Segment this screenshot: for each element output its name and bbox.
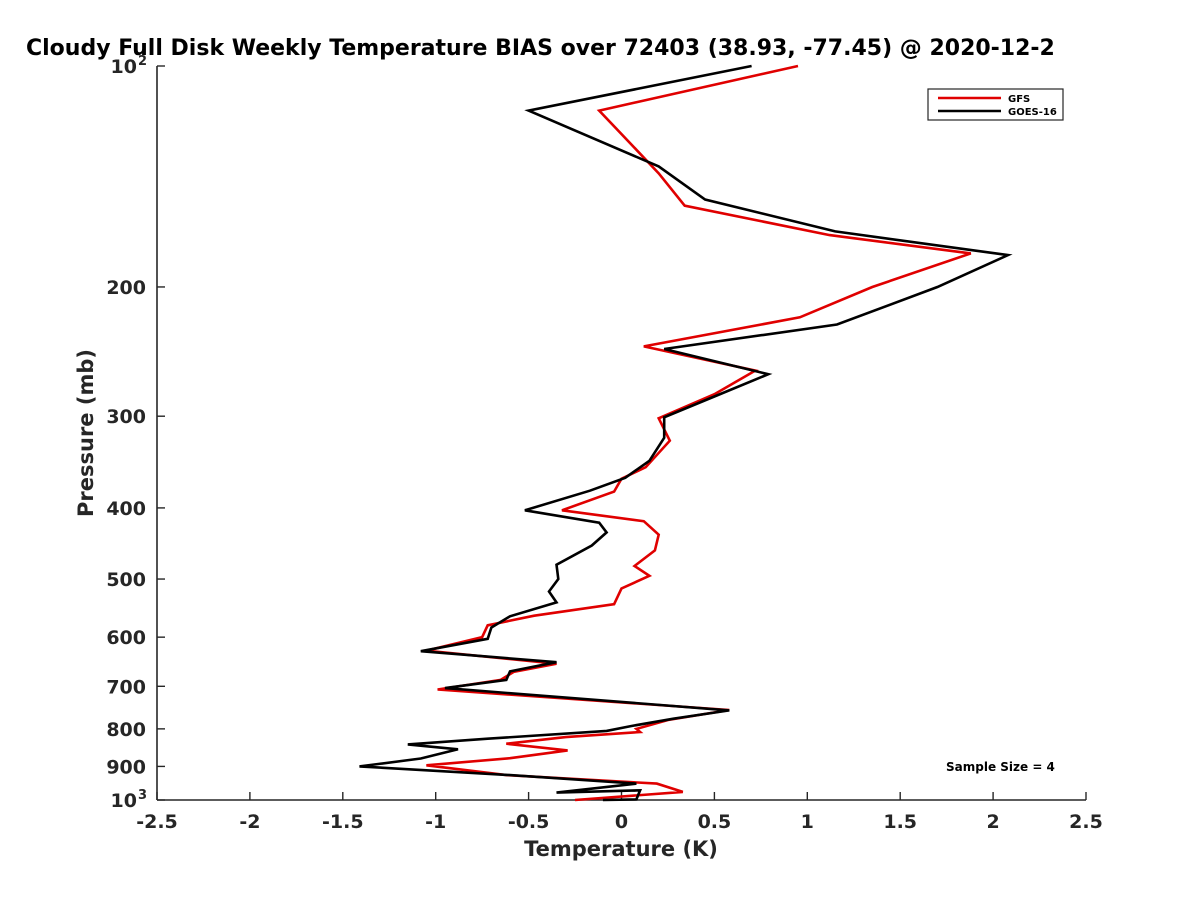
y-tick-label: 700 [106,676,146,698]
sample-size-annotation: Sample Size = 4 [946,760,1055,774]
x-tick-label: -0.5 [508,811,550,833]
y-tick-label: 400 [106,498,146,520]
x-tick-label: -2.5 [136,811,178,833]
x-tick-label: -1.5 [322,811,364,833]
x-tick-label: 1 [801,811,814,833]
series-lines [359,64,1013,802]
y-tick-label: 10 [111,790,137,812]
y-tick-label: 300 [106,406,146,428]
x-tick-label: 0 [615,811,628,833]
y-tick-exponent: 2 [138,54,147,69]
legend-box [927,88,1064,121]
legend-label: GOES-16 [1008,107,1057,118]
x-axis-label: Temperature (K) [524,837,718,861]
y-tick-label: 10 [111,56,137,78]
y-tick-label: 900 [106,756,146,778]
y-tick-label: 600 [106,627,146,649]
x-tick-label: -2 [239,811,260,833]
y-tick-exponent: 3 [138,788,147,803]
legend: GFS GOES-16 [927,88,1064,121]
x-tick-label: 1.5 [883,811,917,833]
series-line-gfs [426,64,972,802]
y-axis-label: Pressure (mb) [74,349,98,517]
x-tick-label: 2 [986,811,999,833]
y-tick-label: 800 [106,719,146,741]
y-tick-label: 500 [106,569,146,591]
x-tick-label: 2.5 [1069,811,1103,833]
x-tick-label: -1 [425,811,446,833]
legend-label: GFS [1008,94,1030,105]
x-tick-label: 0.5 [698,811,732,833]
chart-title: Cloudy Full Disk Weekly Temperature BIAS… [26,36,1055,61]
series-line-goes-16 [359,64,1013,802]
y-tick-label: 200 [106,277,146,299]
